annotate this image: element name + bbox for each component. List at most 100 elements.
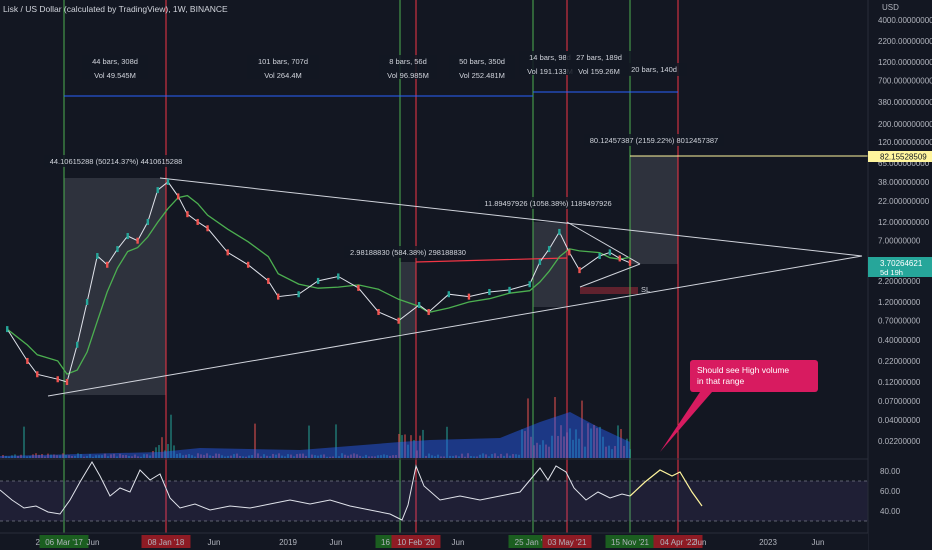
volume-bar	[305, 455, 307, 458]
volume-bar	[188, 454, 190, 458]
volume-bar	[524, 431, 526, 458]
volume-bar	[350, 454, 352, 458]
time-tick-label: 06 Mar '17	[45, 538, 83, 547]
volume-bar	[206, 453, 208, 458]
measure-label-volume: Vol 191.133M	[527, 67, 573, 76]
volume-bar	[227, 455, 229, 458]
time-tick-label: Jun	[330, 538, 343, 547]
volume-bar	[578, 438, 580, 458]
volume-bar	[419, 435, 421, 458]
measure-label-bars: 14 bars, 98d	[529, 53, 571, 62]
volume-bar	[458, 456, 460, 458]
volume-bar	[137, 456, 139, 458]
price-tick-label: 380.000000000	[878, 98, 932, 107]
volume-bar	[482, 453, 484, 458]
volume-bar	[629, 449, 631, 458]
range-label-bg	[344, 246, 472, 258]
volume-bar	[611, 449, 613, 458]
volume-bar	[551, 435, 553, 458]
volume-bar	[194, 456, 196, 458]
volume-bar	[311, 454, 313, 458]
volume-bar	[41, 454, 43, 458]
measure-label-bars: 101 bars, 707d	[258, 57, 308, 66]
volume-bar	[26, 456, 28, 458]
volume-bar	[107, 456, 109, 458]
volume-bar	[545, 444, 547, 458]
time-tick-badge	[391, 535, 441, 548]
measure-label-bg	[621, 63, 687, 76]
volume-bar	[254, 423, 256, 458]
time-tick-label: 15 Nov '21	[611, 538, 650, 547]
range-label-bg	[44, 155, 188, 167]
volume-bar	[620, 429, 622, 458]
volume-bar	[506, 453, 508, 458]
volume-bar	[284, 456, 286, 458]
volume-bar	[164, 450, 166, 458]
price-candle	[136, 237, 139, 244]
price-candle	[488, 288, 491, 295]
volume-bar	[599, 426, 601, 458]
volume-bar	[278, 453, 280, 458]
current-price-label: 3.70264621	[880, 259, 923, 268]
price-candle	[226, 249, 229, 256]
volume-bar	[560, 425, 562, 458]
volume-bar	[236, 453, 238, 458]
volume-bar	[623, 445, 625, 458]
price-candle	[65, 379, 69, 386]
time-tick-badge	[542, 535, 592, 548]
measure-label-volume: Vol 264.4M	[264, 71, 302, 80]
time-tick-label: Jun	[87, 538, 100, 547]
trend-lines	[47, 155, 868, 397]
volume-bar	[323, 454, 325, 458]
price-tick-label: 1.20000000	[878, 298, 921, 307]
volume-bar	[332, 456, 334, 458]
volume-bar	[116, 456, 118, 458]
volume-bar	[242, 456, 244, 458]
volume-bar	[158, 445, 160, 458]
volume-bar	[80, 454, 82, 458]
volume-bar	[230, 455, 232, 458]
price-candle	[558, 228, 561, 235]
volume-bar	[263, 454, 265, 458]
price-tick-label: 2200.00000000	[878, 37, 932, 46]
volume-bar	[335, 424, 337, 458]
volume-bar	[134, 454, 136, 458]
volume-bar	[566, 432, 568, 458]
price-candle	[568, 249, 571, 256]
measure-label-bg	[566, 51, 632, 75]
price-candle	[85, 298, 89, 305]
volume-bar	[17, 455, 19, 458]
volume-bar	[557, 435, 559, 458]
volume-bar	[140, 456, 142, 458]
volume-bar	[176, 453, 178, 458]
price-tick-label: 1200.00000000	[878, 58, 932, 67]
price-tick-label: 22.000000000	[878, 197, 930, 206]
volume-bar	[347, 455, 349, 458]
volume-bar	[527, 398, 529, 458]
price-candle	[166, 178, 170, 185]
volume-bar	[47, 453, 49, 458]
volume-bar	[467, 453, 469, 458]
volume-bar	[425, 455, 427, 458]
price-candle	[377, 308, 380, 315]
volume-bar	[212, 455, 214, 458]
volume-bar	[548, 446, 550, 458]
price-axis: USD 4000.00000000 2200.00000000 1200.00000…	[867, 0, 932, 550]
price-candle	[267, 277, 270, 284]
measure-label-bars: 44 bars, 308d	[92, 57, 138, 66]
callout-text-1: Should see High volume	[697, 365, 789, 375]
price-tick-label: 38.000000000	[878, 178, 930, 187]
volume-bar	[497, 456, 499, 458]
volume-bar	[68, 455, 70, 458]
volume-bar	[260, 456, 262, 458]
stop-loss-label: SL	[641, 285, 650, 294]
volume-bar	[455, 455, 457, 458]
price-candle	[176, 193, 180, 200]
stop-loss-box	[580, 287, 638, 294]
measure-label-bars: 27 bars, 189d	[576, 53, 622, 62]
lower-trendline	[47, 255, 863, 397]
volume-bar	[317, 455, 319, 458]
price-candle	[417, 302, 421, 309]
annotation-callout[interactable]: Should see High volume in that range	[660, 360, 818, 452]
